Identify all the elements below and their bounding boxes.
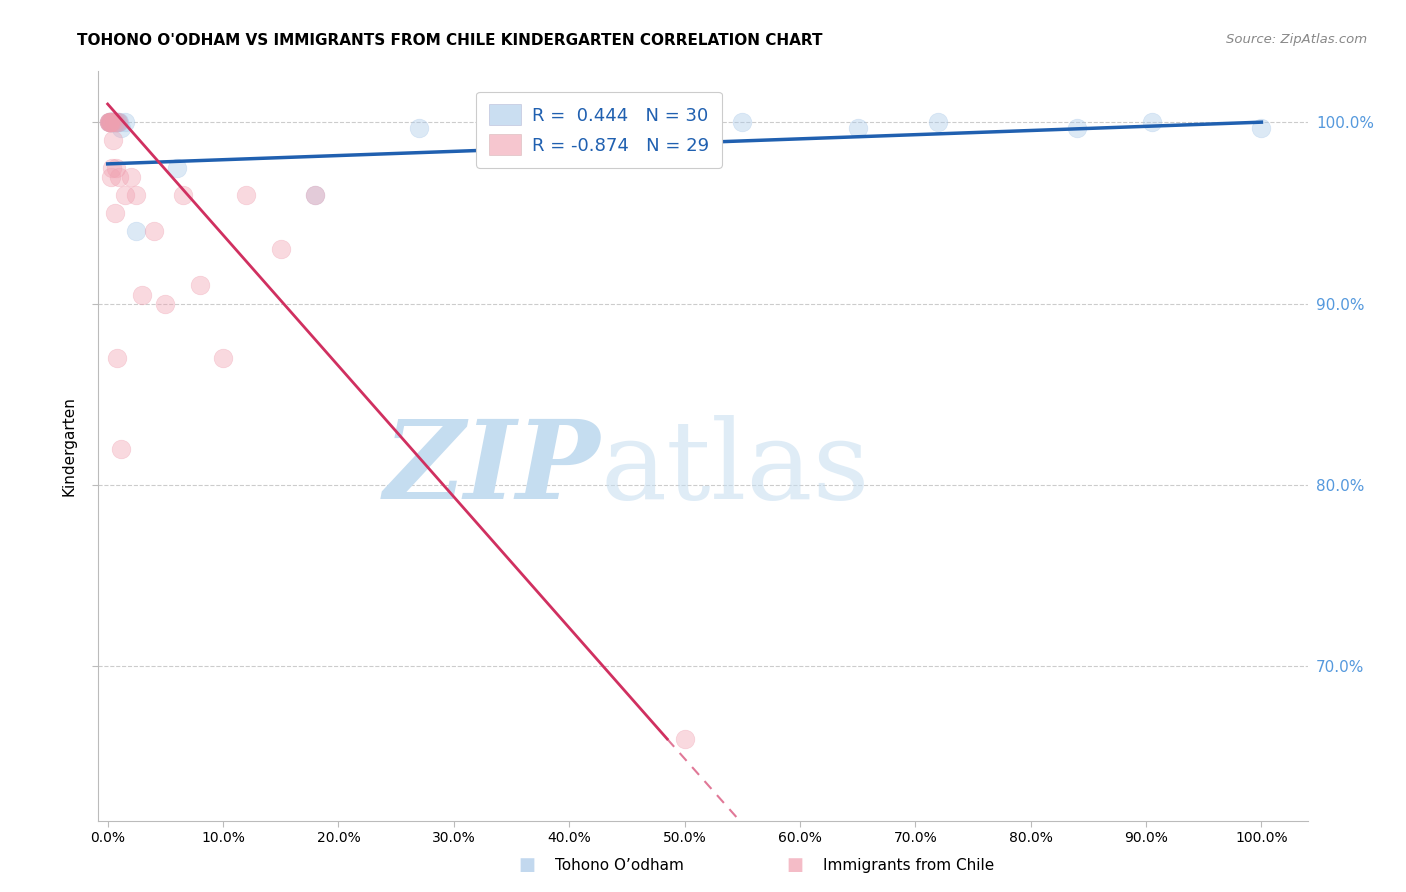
Point [108, 115, 131, 129]
Point [98, 115, 121, 129]
Text: Tohono O’odham: Tohono O’odham [555, 858, 685, 872]
Point [100, 169, 122, 184]
Point [103, 115, 125, 129]
Point [172, 187, 194, 202]
Point [105, 351, 128, 365]
Point [100, 115, 122, 129]
Point [408, 120, 430, 135]
Point [103, 206, 125, 220]
Text: TOHONO O'ODHAM VS IMMIGRANTS FROM CHILE KINDERGARTEN CORRELATION CHART: TOHONO O'ODHAM VS IMMIGRANTS FROM CHILE … [77, 33, 823, 48]
Point [101, 115, 124, 129]
Point [100, 115, 122, 129]
Point [101, 115, 124, 129]
Point [97, 115, 120, 129]
Point [1250, 120, 1272, 135]
Point [98, 115, 121, 129]
Point [98, 115, 121, 129]
Text: atlas: atlas [600, 415, 870, 522]
Point [1066, 120, 1088, 135]
Text: Immigrants from Chile: Immigrants from Chile [823, 858, 994, 872]
Text: ■: ■ [786, 856, 803, 874]
Point [673, 731, 696, 746]
Legend: R =  0.444   N = 30, R = -0.874   N = 29: R = 0.444 N = 30, R = -0.874 N = 29 [477, 92, 721, 168]
Point [103, 115, 125, 129]
Point [846, 120, 869, 135]
Text: ZIP: ZIP [384, 415, 600, 522]
Point [304, 187, 326, 202]
Point [927, 115, 949, 129]
Point [155, 296, 177, 310]
Point [731, 115, 754, 129]
Point [212, 351, 235, 365]
Point [97, 115, 120, 129]
Point [235, 187, 257, 202]
Point [97, 115, 120, 129]
Point [270, 242, 292, 256]
Point [103, 115, 125, 129]
Point [103, 115, 125, 129]
Point [110, 120, 132, 135]
Point [166, 161, 188, 175]
Text: Source: ZipAtlas.com: Source: ZipAtlas.com [1226, 33, 1367, 46]
Point [103, 133, 125, 147]
Point [101, 161, 124, 175]
Point [188, 278, 211, 293]
Point [104, 115, 127, 129]
Point [98, 115, 121, 129]
Point [304, 187, 326, 202]
Point [1140, 115, 1163, 129]
Point [104, 161, 127, 175]
Point [125, 187, 148, 202]
Point [131, 287, 153, 301]
Point [104, 115, 127, 129]
Point [100, 115, 122, 129]
Point [108, 169, 131, 184]
Point [105, 115, 128, 129]
Text: ■: ■ [519, 856, 536, 874]
Point [120, 169, 142, 184]
Y-axis label: Kindergarten: Kindergarten [62, 396, 77, 496]
Point [114, 187, 136, 202]
Point [114, 115, 136, 129]
Point [107, 115, 129, 129]
Point [110, 442, 132, 456]
Point [107, 115, 129, 129]
Point [101, 115, 124, 129]
Point [100, 115, 122, 129]
Point [142, 224, 165, 238]
Point [103, 115, 125, 129]
Point [125, 224, 148, 238]
Point [103, 115, 125, 129]
